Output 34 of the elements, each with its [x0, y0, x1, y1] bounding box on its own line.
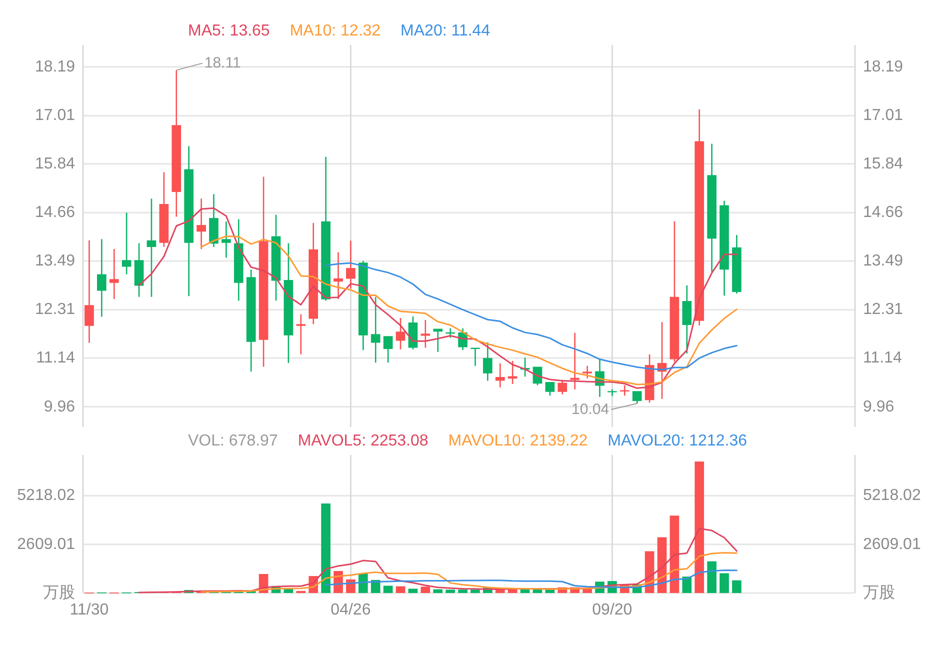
- x-tick-label: 11/30: [70, 602, 109, 618]
- y2-tick-label: 17.01: [863, 107, 904, 124]
- text: MAVOL20: 1212.36: [608, 432, 748, 450]
- y-tick-label: 14.66: [34, 204, 76, 222]
- y-tick-label: 17.01: [34, 107, 76, 124]
- x-tick-label: 04/26: [330, 602, 371, 618]
- y-tick-label: 15.84: [34, 155, 76, 172]
- y-tick-label: 18.19: [34, 58, 76, 76]
- text: MA20: 11.44: [400, 22, 490, 40]
- annotation: 10.04: [572, 400, 610, 418]
- y2-tick-label: 万股: [863, 584, 895, 602]
- text: MAVOL5: 2253.08: [298, 432, 428, 450]
- text: MA10: 12.32: [290, 22, 381, 40]
- y2-tick-label: 5218.02: [863, 487, 921, 504]
- y2-tick-label: 13.49: [863, 252, 904, 270]
- y2-tick-label: 15.84: [863, 155, 904, 172]
- y2-tick-label: 2609.01: [863, 536, 921, 553]
- y-tick-label: 13.49: [34, 252, 76, 270]
- y-tick-label: 9.96: [44, 398, 76, 416]
- text: MA5: 13.65: [188, 22, 270, 40]
- y2-tick-label: 14.66: [863, 204, 904, 222]
- text: MAVOL10: 2139.22: [448, 432, 588, 450]
- y2-tick-label: 18.19: [863, 58, 904, 76]
- annotation: 18.11: [204, 54, 241, 72]
- y2-tick-label: 11.14: [863, 350, 902, 367]
- y-tick-label: 12.31: [34, 301, 76, 318]
- y2-tick-label: 12.31: [863, 301, 904, 318]
- text: VOL: 678.97: [188, 432, 278, 450]
- y-tick-label: 2609.01: [17, 536, 76, 553]
- y-tick-label: 万股: [43, 584, 75, 602]
- y2-tick-label: 9.96: [863, 398, 894, 416]
- x-tick-label: 09/20: [592, 602, 632, 618]
- y-tick-label: 5218.02: [17, 487, 76, 504]
- y-tick-label: 11.14: [36, 350, 76, 367]
